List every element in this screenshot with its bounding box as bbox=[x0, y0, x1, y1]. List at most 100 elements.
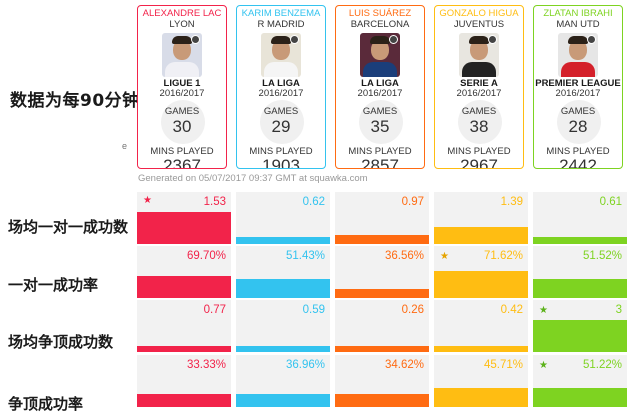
games-label: GAMES bbox=[164, 106, 200, 117]
mins-label: MINS PLAYED bbox=[348, 146, 412, 157]
games-label: GAMES bbox=[461, 106, 497, 117]
stat-value: 0.61 bbox=[599, 196, 622, 208]
stat-bar bbox=[533, 388, 627, 407]
stat-bar-cell: 0.42 bbox=[434, 300, 528, 352]
stat-value: 51.43% bbox=[285, 250, 325, 262]
stray-text: e bbox=[122, 141, 128, 151]
stat-value: 71.62% bbox=[483, 250, 523, 262]
best-star-icon: ★ bbox=[440, 251, 449, 262]
season: 2016/2017 bbox=[456, 88, 502, 99]
stat-value: 0.77 bbox=[203, 304, 226, 316]
stat-bar-cell: 36.96% bbox=[236, 355, 330, 407]
page-title: 数据为每90分钟 bbox=[10, 91, 140, 111]
stat-bar-cell: 0.97 bbox=[335, 192, 429, 244]
club-logo-icon bbox=[488, 35, 497, 44]
stat-bar bbox=[236, 394, 330, 407]
stat-bar bbox=[335, 289, 429, 298]
league-name: LIGUE 1 bbox=[163, 78, 201, 89]
stat-value: 0.59 bbox=[302, 304, 325, 316]
mins-value: 2367 bbox=[163, 156, 201, 169]
stat-value: 36.96% bbox=[285, 359, 325, 371]
stat-value: 33.33% bbox=[186, 359, 226, 371]
mins-value: 2967 bbox=[460, 156, 498, 169]
games-value: 38 bbox=[469, 117, 489, 136]
season: 2016/2017 bbox=[357, 88, 403, 99]
mins-value: 2442 bbox=[559, 156, 597, 169]
team-name: R MADRID bbox=[257, 19, 305, 30]
games-label: GAMES bbox=[560, 106, 596, 117]
stat-bar bbox=[335, 235, 429, 244]
mins-label: MINS PLAYED bbox=[150, 146, 214, 157]
games-badge: GAMES 38 bbox=[435, 100, 523, 146]
player-name: ALEXANDRE LAC bbox=[142, 8, 222, 19]
club-logo-icon bbox=[191, 35, 200, 44]
games-label: GAMES bbox=[263, 106, 299, 117]
team-name: MAN UTD bbox=[556, 19, 600, 30]
stat-value: 1.39 bbox=[500, 196, 523, 208]
stat-label: 一对一成功率 bbox=[8, 276, 99, 294]
stat-bar bbox=[434, 346, 528, 352]
club-logo-icon bbox=[389, 35, 398, 44]
best-star-icon: ★ bbox=[143, 195, 152, 206]
player-card[interactable]: ALEXANDRE LAC LYON LIGUE 1 2016/2017 GAM… bbox=[137, 5, 227, 169]
stat-bar bbox=[137, 276, 231, 298]
player-name: KARIM BENZEMA bbox=[241, 8, 321, 19]
stat-value: 51.52% bbox=[582, 250, 622, 262]
league-name: LA LIGA bbox=[262, 78, 300, 89]
mins-value: 1903 bbox=[262, 156, 300, 169]
mins-label: MINS PLAYED bbox=[546, 146, 610, 157]
stat-bar bbox=[236, 279, 330, 298]
stat-label: 场均争顶成功数 bbox=[8, 333, 114, 351]
team-name: LYON bbox=[169, 19, 195, 30]
player-photo bbox=[558, 33, 598, 77]
stat-bar bbox=[434, 271, 528, 298]
stat-bar-cell: 33.33% bbox=[137, 355, 231, 407]
stat-bar-cell: 0.77 bbox=[137, 300, 231, 352]
stat-value: 1.53 bbox=[203, 196, 226, 208]
stat-bar bbox=[434, 227, 528, 244]
stat-bar bbox=[335, 394, 429, 407]
season: 2016/2017 bbox=[555, 88, 601, 99]
games-value: 28 bbox=[568, 117, 588, 136]
player-name: GONZALO HIGUA bbox=[439, 8, 519, 19]
stat-bar-cell: 0.59 bbox=[236, 300, 330, 352]
best-star-icon: ★ bbox=[539, 305, 548, 316]
player-card[interactable]: KARIM BENZEMA R MADRID LA LIGA 2016/2017… bbox=[236, 5, 326, 169]
stat-bar bbox=[533, 279, 627, 298]
league-name: SERIE A bbox=[460, 78, 498, 89]
player-card[interactable]: GONZALO HIGUA JUVENTUS SERIE A 2016/2017… bbox=[434, 5, 524, 169]
games-badge: GAMES 29 bbox=[237, 100, 325, 146]
player-card[interactable]: ZLATAN IBRAHI MAN UTD PREMIER LEAGUE 201… bbox=[533, 5, 623, 169]
stat-bar-cell: 3 ★ bbox=[533, 300, 627, 352]
stat-value: 45.71% bbox=[483, 359, 523, 371]
season: 2016/2017 bbox=[159, 88, 205, 99]
games-value: 30 bbox=[172, 117, 192, 136]
best-star-icon: ★ bbox=[539, 360, 548, 371]
player-photo bbox=[360, 33, 400, 77]
stat-bar-cell: 71.62% ★ bbox=[434, 246, 528, 298]
stat-value: 0.97 bbox=[401, 196, 424, 208]
stat-bar-cell: 51.52% bbox=[533, 246, 627, 298]
stat-bar bbox=[335, 346, 429, 352]
mins-label: MINS PLAYED bbox=[447, 146, 511, 157]
player-card[interactable]: LUIS SUÁREZ BARCELONA LA LIGA 2016/2017 … bbox=[335, 5, 425, 169]
stat-value: 3 bbox=[615, 304, 622, 316]
stat-bar-cell: 0.61 bbox=[533, 192, 627, 244]
season: 2016/2017 bbox=[258, 88, 304, 99]
stat-label: 场均一对一成功数 bbox=[8, 218, 129, 236]
games-badge: GAMES 28 bbox=[534, 100, 622, 146]
league-name: LA LIGA bbox=[361, 78, 399, 89]
stat-bar-cell: 1.53 ★ bbox=[137, 192, 231, 244]
stat-value: 36.56% bbox=[384, 250, 424, 262]
stat-bar-cell: 36.56% bbox=[335, 246, 429, 298]
stat-bar-cell: 69.70% bbox=[137, 246, 231, 298]
club-logo-icon bbox=[290, 35, 299, 44]
player-photo bbox=[459, 33, 499, 77]
player-name: ZLATAN IBRAHI bbox=[543, 8, 613, 19]
stat-bar bbox=[137, 212, 231, 244]
stat-value: 0.62 bbox=[302, 196, 325, 208]
player-photo bbox=[162, 33, 202, 77]
stat-value: 0.42 bbox=[500, 304, 523, 316]
team-name: BARCELONA bbox=[350, 19, 410, 30]
stat-bar-cell: 1.39 bbox=[434, 192, 528, 244]
